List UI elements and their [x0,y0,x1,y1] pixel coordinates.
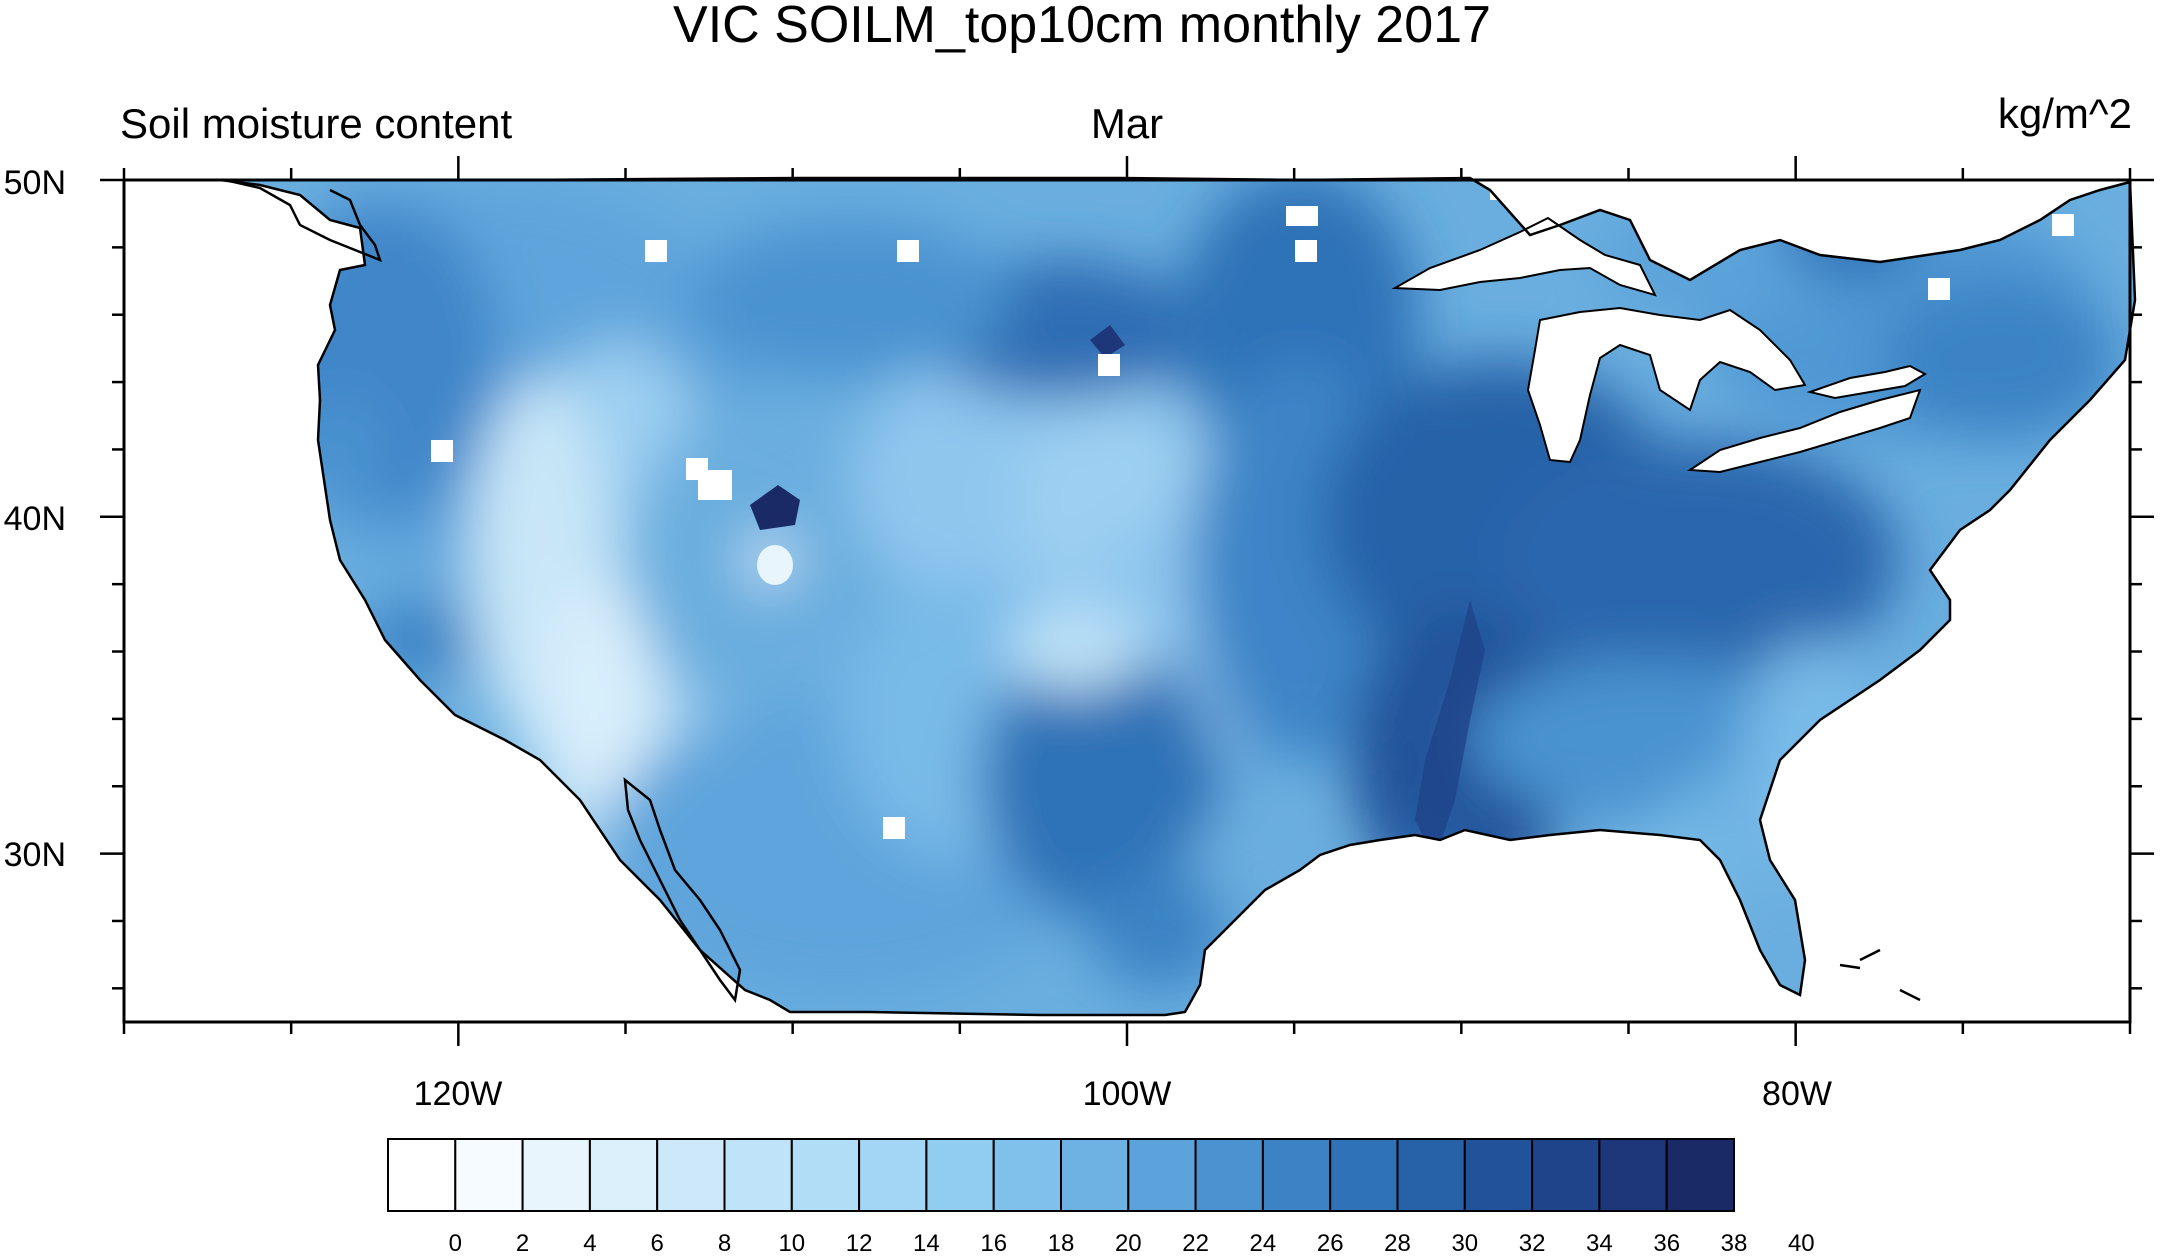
colorbar-box [1531,1138,1601,1212]
colorbar-label: 40 [1788,1230,1815,1256]
colorbar-box [656,1138,726,1212]
colorbar-box [521,1138,591,1212]
axis-ticks [100,156,2154,1046]
colorbar-box [858,1138,928,1212]
missing-data-cells [431,182,2074,839]
colorbar-label: 34 [1586,1230,1613,1256]
longitude-labels: 120W 100W 80W [414,1075,1832,1113]
colorbar-box [1194,1138,1264,1212]
colorbar-box [1261,1138,1332,1212]
colorbar-label: 14 [913,1230,940,1256]
colorbar-label: 2 [516,1230,529,1256]
colorbar: 0 2 4 6 8 10 12 14 16 18 20 22 24 26 28 30 32 34 36 38 40 [387,1138,1815,1256]
colorbar-box [992,1138,1063,1212]
colorbar-box [1463,1138,1534,1212]
colorbar-label: 8 [718,1230,731,1256]
colorbar-box [1127,1138,1197,1212]
colorbar-label: 24 [1250,1230,1277,1256]
colorbar-box [1329,1138,1399,1212]
colorbar-box [1598,1138,1668,1212]
colorbar-label: 38 [1721,1230,1748,1256]
colorbar-label: 0 [449,1230,462,1256]
units-label: kg/m^2 [1998,90,2132,137]
map-title: VIC SOILM_top10cm monthly 2017 [673,0,1491,54]
month-label: Mar [1091,100,1163,147]
colorbar-box [1396,1138,1466,1212]
lon-label-100w: 100W [1083,1075,1172,1113]
colorbar-box [588,1138,659,1212]
colorbar-label: 22 [1182,1230,1209,1256]
colorbar-box [723,1138,793,1212]
variable-label: Soil moisture content [120,100,513,147]
colorbar-label: 6 [651,1230,664,1256]
colorbar-box [454,1138,524,1212]
colorbar-box [1665,1138,1735,1212]
lon-label-120w: 120W [414,1075,503,1113]
colorbar-label: 12 [846,1230,873,1256]
lat-label-50n: 50N [4,164,66,202]
latitude-labels: 50N 40N 30N [4,164,66,874]
great-lakes [1391,216,1928,474]
colorbar-box [790,1138,861,1212]
lon-label-80w: 80W [1762,1075,1832,1113]
colorbar-label: 10 [778,1230,805,1256]
colorbar-box [925,1138,995,1212]
colorbar-label: 28 [1384,1230,1411,1256]
colorbar-label: 26 [1317,1230,1344,1256]
colorbar-label: 4 [583,1230,596,1256]
colorbar-label: 20 [1115,1230,1142,1256]
soil-moisture-field [220,178,2134,1015]
colorbar-label: 32 [1519,1230,1546,1256]
colorbar-label: 30 [1451,1230,1478,1256]
lat-label-30n: 30N [4,836,66,874]
colorbar-label: 36 [1653,1230,1680,1256]
colorbar-label: 18 [1048,1230,1075,1256]
colorbar-label: 16 [980,1230,1007,1256]
lat-label-40n: 40N [4,500,66,538]
coastline-details [224,178,1921,1004]
colorbar-box [1060,1138,1130,1212]
colorbar-box [387,1138,457,1212]
